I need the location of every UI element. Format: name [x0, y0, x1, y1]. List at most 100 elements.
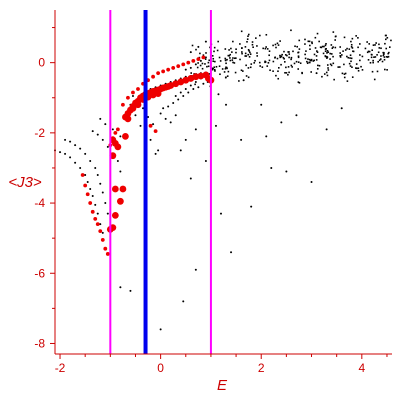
cloud-point: [298, 39, 301, 42]
cloud-point: [218, 56, 221, 59]
cloud-point: [206, 65, 208, 68]
cloud-point: [327, 51, 330, 53]
cloud-point: [357, 69, 360, 72]
cloud-point: [372, 59, 374, 62]
black-data-point: [174, 95, 177, 97]
cloud-point: [292, 50, 294, 53]
cloud-point: [361, 69, 364, 71]
black-data-point: [230, 251, 233, 254]
cloud-point: [313, 53, 316, 56]
cloud-point: [350, 43, 353, 46]
cloud-point: [212, 67, 214, 70]
red-data-point: [88, 201, 93, 205]
cloud-point: [204, 63, 206, 65]
cloud-point: [337, 66, 340, 68]
black-data-point: [182, 300, 185, 303]
black-data-point: [202, 82, 205, 85]
cloud-point: [327, 69, 330, 71]
cloud-point: [344, 49, 347, 51]
black-data-point: [219, 212, 222, 215]
red-data-point: [156, 71, 161, 76]
cloud-point: [352, 50, 354, 53]
cloud-point: [238, 80, 240, 82]
black-data-point: [159, 112, 162, 115]
black-data-point: [79, 166, 82, 169]
black-data-point: [119, 170, 122, 173]
red-data-point: [115, 127, 120, 132]
cloud-point: [343, 63, 345, 66]
black-data-point: [172, 102, 175, 105]
cloud-point: [344, 72, 347, 75]
cloud-point: [276, 57, 279, 60]
cloud-point: [256, 52, 258, 54]
cloud-point: [325, 71, 328, 74]
red-data-point: [93, 216, 98, 221]
vertical-reference-lines: [109, 10, 212, 354]
cloud-point: [190, 72, 193, 74]
cloud-point: [219, 60, 222, 62]
cloud-point: [224, 57, 227, 60]
cloud-point: [339, 46, 342, 48]
cloud-point: [268, 59, 271, 62]
cloud-point: [268, 50, 271, 52]
cloud-point: [307, 40, 310, 43]
black-data-point: [194, 128, 197, 131]
cloud-point: [201, 62, 204, 65]
black-data-point: [184, 87, 187, 90]
cloud-point: [290, 64, 293, 67]
black-data-point: [104, 123, 107, 126]
red-data-point: [103, 246, 108, 251]
black-data-point: [91, 195, 94, 198]
cloud-point: [207, 65, 210, 68]
cloud-point: [245, 75, 248, 77]
cloud-point: [297, 55, 300, 57]
cloud-point: [355, 35, 357, 37]
cloud-point: [264, 47, 267, 50]
red-data-point: [191, 58, 196, 63]
red-data-point: [113, 130, 118, 135]
cloud-point: [376, 54, 378, 56]
cloud-point: [374, 44, 376, 46]
cloud-point: [371, 70, 374, 73]
cloud-point: [350, 46, 353, 48]
red-data-point: [90, 209, 95, 214]
cloud-point: [197, 62, 199, 64]
black-data-point: [192, 87, 195, 90]
cloud-point: [208, 59, 211, 62]
cloud-point: [301, 71, 303, 74]
cloud-point: [256, 45, 258, 47]
cloud-point: [306, 60, 308, 63]
cloud-point: [309, 44, 311, 47]
cloud-point: [383, 58, 386, 61]
cloud-point: [277, 44, 280, 46]
cloud-point: [339, 55, 342, 57]
cloud-point: [274, 43, 277, 46]
cloud-point: [384, 34, 387, 37]
cloud-point: [341, 72, 344, 75]
black-data-point: [89, 188, 92, 191]
cloud-point: [316, 68, 319, 70]
cloud-point: [376, 70, 379, 73]
cloud-point: [287, 51, 289, 53]
black-data-point: [167, 105, 170, 108]
cloud-point: [290, 58, 292, 61]
cloud-point: [315, 59, 318, 61]
black-data-point: [265, 135, 268, 138]
cloud-point: [331, 47, 334, 50]
cloud-point: [309, 59, 312, 62]
cloud-point: [350, 57, 353, 60]
red-data-point: [111, 211, 119, 219]
cloud-point: [281, 53, 283, 56]
cloud-point: [230, 47, 232, 50]
black-data-point: [111, 128, 114, 131]
cloud-point: [326, 50, 329, 52]
cloud-point: [277, 77, 280, 80]
cloud-point: [199, 52, 201, 55]
cloud-point: [225, 66, 228, 69]
cloud-point: [388, 51, 390, 54]
x-tick-label: 4: [358, 361, 365, 375]
cloud-point: [266, 48, 269, 50]
black-data-point: [84, 173, 87, 176]
x-tick-label: 2: [258, 361, 265, 375]
